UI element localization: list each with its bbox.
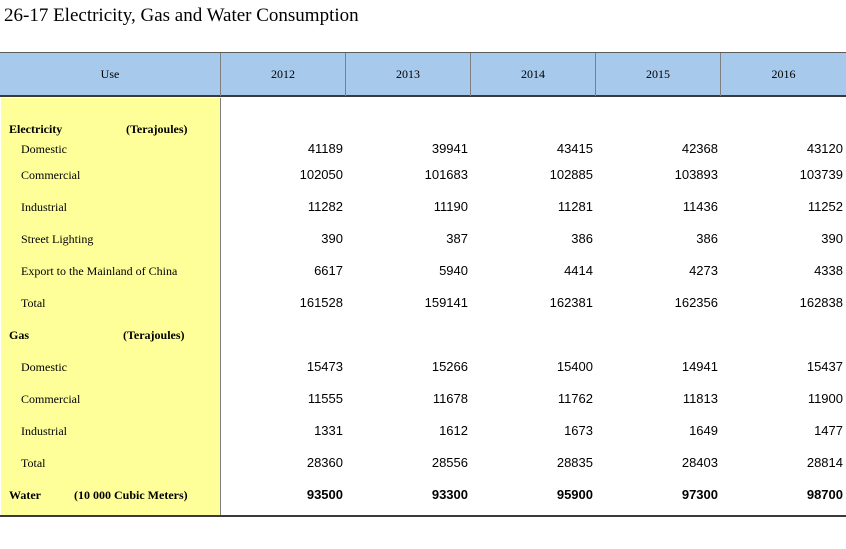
cell-2014: 95900 bbox=[556, 487, 593, 502]
cell-2016: 98700 bbox=[806, 487, 843, 502]
header-year-2016: 2016 bbox=[720, 53, 846, 96]
cell-2014: 15400 bbox=[556, 359, 593, 374]
cell-2012: 102050 bbox=[299, 167, 343, 182]
header-year-2014: 2014 bbox=[470, 53, 595, 96]
cell-2013: 15266 bbox=[431, 359, 468, 374]
bottom-rule bbox=[0, 515, 846, 517]
section-label: Water bbox=[9, 488, 41, 502]
section-unit: (10 000 Cubic Meters) bbox=[74, 488, 188, 502]
cell-2013: 39941 bbox=[431, 141, 468, 156]
row-label: Industrial bbox=[21, 200, 67, 214]
cell-2012: 41189 bbox=[307, 141, 343, 156]
cell-2015: 11813 bbox=[682, 391, 718, 406]
cell-2013: 159141 bbox=[424, 295, 468, 310]
cell-2013: 1612 bbox=[439, 423, 468, 438]
row-label: Street Lighting bbox=[21, 232, 94, 246]
table-row: Export to the Mainland of China 6617 594… bbox=[0, 262, 846, 280]
cell-2015: 1649 bbox=[689, 423, 718, 438]
row-label: Domestic bbox=[21, 360, 67, 374]
cell-2015: 28403 bbox=[681, 455, 718, 470]
table-row: Commercial 11555 11678 11762 11813 11900 bbox=[0, 390, 846, 408]
cell-2013: 11190 bbox=[433, 199, 468, 214]
cell-2012: 15473 bbox=[306, 359, 343, 374]
cell-2014: 28835 bbox=[556, 455, 593, 470]
cell-2014: 386 bbox=[571, 231, 593, 246]
section-label: Electricity bbox=[9, 122, 63, 136]
row-label: Commercial bbox=[21, 392, 81, 406]
cell-2015: 42368 bbox=[681, 141, 718, 156]
cell-2016: 15437 bbox=[806, 359, 843, 374]
table-row: Industrial 1331 1612 1673 1649 1477 bbox=[0, 422, 846, 440]
table-row-total: Total 28360 28556 28835 28403 28814 bbox=[0, 454, 846, 472]
table-row: Domestic 15473 15266 15400 14941 15437 bbox=[0, 358, 846, 376]
header-use: Use bbox=[100, 67, 120, 81]
cell-2016: 43120 bbox=[806, 141, 843, 156]
cell-2016: 28814 bbox=[806, 455, 843, 470]
cell-2012: 1331 bbox=[314, 423, 343, 438]
use-column-highlight bbox=[1, 98, 221, 516]
cell-2015: 103893 bbox=[674, 167, 718, 182]
cell-2016: 11252 bbox=[807, 199, 843, 214]
table-row: Industrial 11282 11190 11281 11436 11252 bbox=[0, 198, 846, 216]
section-unit: (Terajoules) bbox=[126, 122, 188, 136]
cell-2012: 390 bbox=[321, 231, 343, 246]
cell-2013: 5940 bbox=[439, 263, 468, 278]
row-label: Total bbox=[21, 296, 46, 310]
cell-2015: 97300 bbox=[681, 487, 718, 502]
cell-2012: 11282 bbox=[307, 199, 343, 214]
cell-2016: 103739 bbox=[799, 167, 843, 182]
cell-2016: 1477 bbox=[814, 423, 843, 438]
cell-2014: 1673 bbox=[564, 423, 593, 438]
row-label: Commercial bbox=[21, 168, 81, 182]
cell-2012: 28360 bbox=[306, 455, 343, 470]
cell-2012: 6617 bbox=[314, 263, 343, 278]
cell-2012: 161528 bbox=[299, 295, 343, 310]
table-row: Street Lighting 390 387 386 386 390 bbox=[0, 230, 846, 248]
cell-2016: 4338 bbox=[814, 263, 843, 278]
cell-2012: 93500 bbox=[306, 487, 343, 502]
table-row: Commercial 102050 101683 102885 103893 1… bbox=[0, 166, 846, 184]
header-year-2015: 2015 bbox=[595, 53, 720, 96]
cell-2013: 93300 bbox=[431, 487, 468, 502]
header-year-2013: 2013 bbox=[345, 53, 470, 96]
header-year-2012: 2012 bbox=[220, 53, 345, 96]
table-title: 26-17 Electricity, Gas and Water Consump… bbox=[4, 5, 359, 26]
cell-2014: 102885 bbox=[549, 167, 593, 182]
cell-2013: 101683 bbox=[424, 167, 468, 182]
cell-2014: 162381 bbox=[549, 295, 593, 310]
cell-2015: 386 bbox=[696, 231, 718, 246]
cell-2016: 390 bbox=[821, 231, 843, 246]
table-row-water: Water (10 000 Cubic Meters) 93500 93300 … bbox=[0, 486, 846, 504]
section-unit: (Terajoules) bbox=[123, 328, 185, 342]
table-row: Domestic 41189 39941 43415 42368 43120 bbox=[0, 140, 846, 158]
cell-2016: 162838 bbox=[799, 295, 843, 310]
cell-2015: 162356 bbox=[674, 295, 718, 310]
row-label: Total bbox=[21, 456, 46, 470]
cell-2013: 11678 bbox=[432, 391, 468, 406]
row-label: Export to the Mainland of China bbox=[21, 264, 178, 278]
cell-2014: 4414 bbox=[564, 263, 593, 278]
cell-2012: 11555 bbox=[307, 391, 343, 406]
section-header-electricity: Electricity (Terajoules) bbox=[0, 120, 846, 138]
cell-2014: 11762 bbox=[557, 391, 593, 406]
section-label: Gas bbox=[9, 328, 30, 342]
cell-2015: 4273 bbox=[689, 263, 718, 278]
cell-2013: 387 bbox=[446, 231, 468, 246]
cell-2014: 43415 bbox=[556, 141, 593, 156]
cell-2016: 11900 bbox=[807, 391, 843, 406]
cell-2014: 11281 bbox=[557, 199, 593, 214]
row-label: Industrial bbox=[21, 424, 67, 438]
table-row-total: Total 161528 159141 162381 162356 162838 bbox=[0, 294, 846, 312]
cell-2015: 14941 bbox=[681, 359, 718, 374]
cell-2015: 11436 bbox=[682, 199, 718, 214]
cell-2013: 28556 bbox=[431, 455, 468, 470]
section-header-gas: Gas (Terajoules) bbox=[0, 326, 846, 344]
row-label: Domestic bbox=[21, 142, 67, 156]
table-header: Use 2012 2013 2014 2015 2016 bbox=[0, 52, 846, 97]
